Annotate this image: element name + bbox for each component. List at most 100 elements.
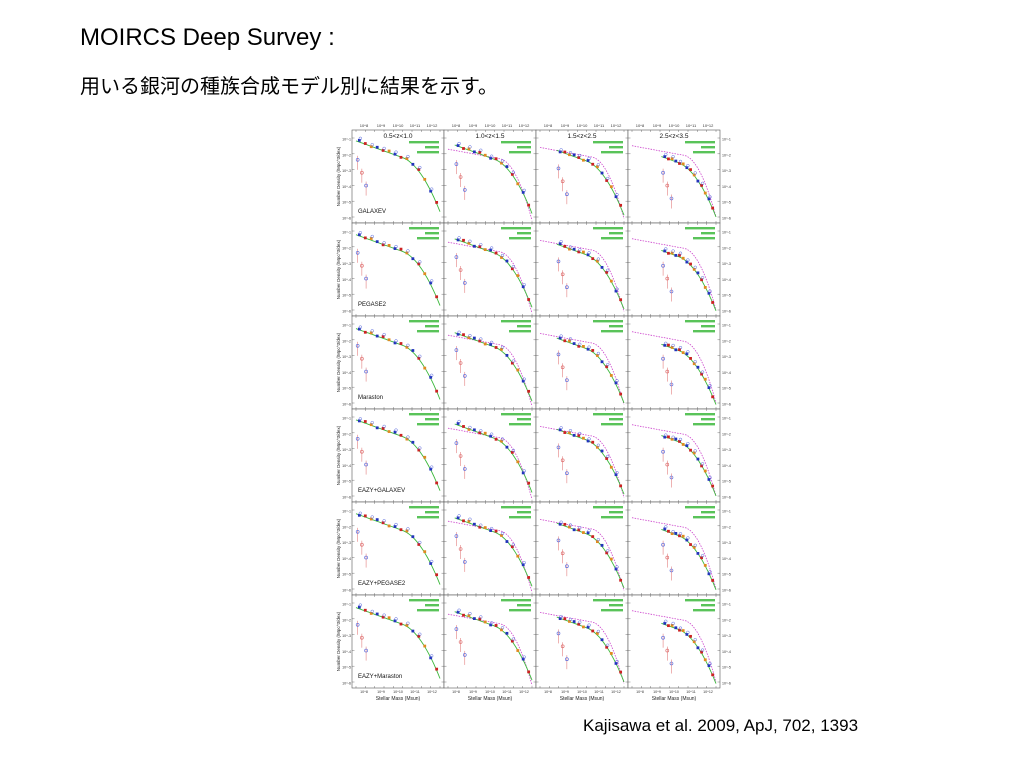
data-point — [614, 473, 618, 477]
data-point-open — [665, 462, 670, 467]
data-point — [505, 353, 509, 357]
data-point — [689, 356, 692, 360]
y-tick-label-left: 10^-5 — [342, 201, 351, 205]
data-point — [375, 240, 379, 244]
data-point-open — [458, 175, 463, 179]
data-point-open — [511, 448, 516, 452]
y-tick-label-left: 10^-4 — [342, 557, 351, 561]
fit-parameter-text — [609, 325, 623, 328]
data-point — [595, 445, 599, 449]
data-point-open — [500, 437, 505, 441]
data-point-open — [664, 341, 668, 345]
data-point — [411, 629, 415, 633]
data-point — [568, 339, 571, 343]
data-point — [558, 242, 562, 246]
data-point — [591, 629, 595, 633]
data-point-open — [661, 263, 665, 268]
data-point-open — [665, 555, 670, 560]
fit-parameter-text — [501, 320, 531, 323]
data-point — [462, 425, 465, 428]
data-point — [527, 670, 531, 674]
data-point — [381, 243, 385, 247]
fit-curve — [661, 435, 717, 497]
fit-parameter-text — [601, 516, 623, 519]
data-point-open — [693, 543, 697, 547]
x-axis-label: Stellar Mass (Msun) — [376, 696, 421, 702]
data-point — [467, 428, 471, 431]
data-point-open — [418, 446, 422, 450]
data-point-open — [665, 369, 670, 374]
y-axis-label: Number Density (/Mpc^3/dex) — [336, 146, 341, 206]
data-point — [674, 254, 678, 257]
data-point — [614, 567, 618, 571]
data-point — [357, 233, 361, 237]
data-point — [467, 241, 471, 245]
data-point — [429, 562, 433, 565]
data-point-open — [382, 332, 386, 337]
data-point-open — [500, 253, 505, 258]
data-point-open — [606, 268, 610, 272]
data-point — [707, 572, 711, 576]
data-point-open — [489, 621, 494, 625]
data-point — [707, 386, 711, 390]
y-tick-label-right: 10^-2 — [722, 525, 731, 529]
fit-parameter-text — [693, 609, 715, 612]
data-point-open — [708, 570, 712, 574]
row-label: GALAXEV — [358, 209, 386, 215]
data-point — [500, 161, 503, 165]
data-point-open — [522, 283, 526, 287]
data-point — [462, 238, 465, 242]
y-tick-label-right: 10^-5 — [722, 201, 731, 205]
data-point-open — [358, 417, 363, 421]
y-tick-label-right: 10^-1 — [722, 510, 731, 514]
reference-curve — [447, 427, 533, 500]
fit-parameter-text — [701, 325, 715, 328]
data-point-open — [382, 613, 386, 617]
data-point — [423, 272, 427, 276]
data-point-open — [458, 361, 463, 365]
data-point — [681, 629, 685, 632]
fit-parameter-text — [409, 141, 439, 144]
data-point — [681, 443, 685, 446]
fit-parameter-text — [517, 418, 531, 421]
data-point-open — [468, 517, 472, 521]
data-point — [505, 445, 509, 449]
fit-parameter-text — [685, 599, 715, 602]
data-point — [521, 190, 525, 194]
data-point-open — [394, 617, 398, 621]
data-point — [399, 247, 403, 251]
data-point — [711, 206, 715, 210]
data-point-open — [700, 554, 705, 558]
reference-curve — [539, 147, 625, 219]
data-point-open — [556, 538, 561, 543]
x-tick-label-top: 10^12 — [519, 123, 531, 128]
data-point — [405, 437, 409, 441]
data-point-open — [479, 148, 483, 152]
data-point-open — [370, 515, 374, 519]
data-point-open — [587, 437, 591, 441]
y-tick-label-left: 10^-3 — [342, 169, 351, 173]
data-point — [478, 150, 482, 154]
data-point-open — [556, 445, 561, 450]
data-point-open — [511, 170, 516, 175]
data-point — [700, 183, 703, 187]
y-tick-label-right: 10^-1 — [722, 417, 731, 421]
column-label: 2.5<z<3.5 — [660, 133, 689, 140]
data-point — [505, 259, 509, 263]
data-point-open — [364, 276, 368, 281]
data-point — [521, 563, 525, 567]
data-point-open — [468, 239, 472, 243]
x-tick-label-top: 10^11 — [594, 123, 605, 128]
data-point — [663, 249, 667, 253]
data-point — [423, 550, 427, 554]
data-point — [405, 623, 409, 627]
data-point — [619, 203, 623, 207]
data-point — [678, 440, 681, 443]
data-point — [393, 430, 397, 434]
data-point — [462, 147, 465, 150]
citation: Kajisawa et al. 2009, ApJ, 702, 1393 — [583, 716, 859, 735]
data-point-open — [661, 170, 665, 175]
fit-parameter-text — [609, 604, 623, 607]
fit-parameter-text — [701, 232, 715, 235]
fit-parameter-text — [593, 506, 623, 509]
